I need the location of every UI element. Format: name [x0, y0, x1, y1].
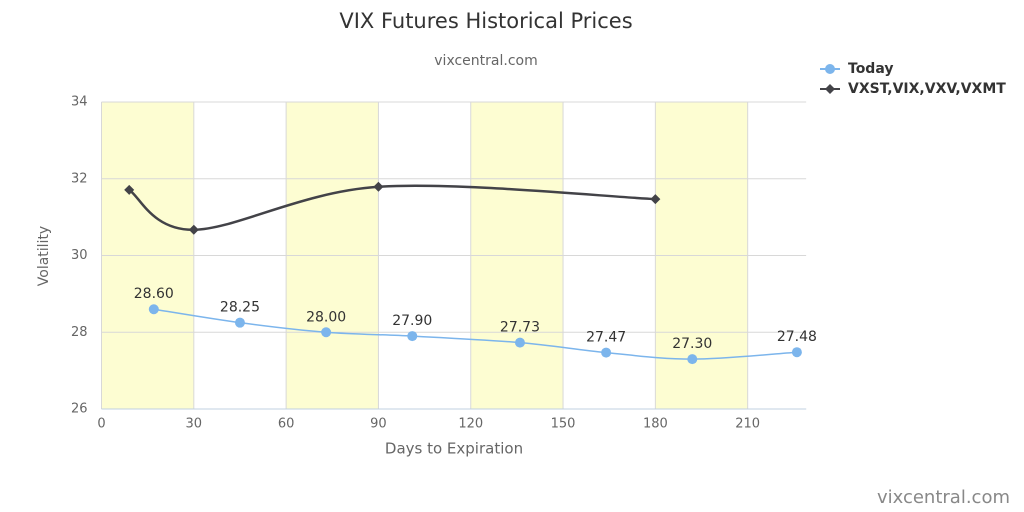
legend-marker: [825, 64, 835, 74]
y-tick-label: 32: [71, 171, 88, 186]
data-label: 28.60: [134, 286, 174, 302]
point: [148, 304, 159, 315]
y-tick-label: 28: [71, 325, 88, 340]
data-label: 27.48: [777, 329, 817, 345]
point: [407, 331, 418, 342]
legend-label: Today: [848, 61, 893, 77]
x-tick-label: 90: [370, 417, 387, 432]
data-label: 27.90: [392, 313, 432, 329]
y-axis-title: Volatility: [36, 226, 52, 286]
legend-label: VXST,VIX,VXV,VXMT: [848, 81, 1006, 97]
chart-title: VIX Futures Historical Prices: [339, 9, 632, 33]
x-tick-label: 60: [278, 417, 295, 432]
x-tick-label: 0: [97, 417, 105, 432]
legend-marker: [825, 84, 835, 94]
y-tick-label: 30: [71, 248, 88, 263]
point: [601, 347, 612, 358]
data-label: 28.25: [220, 300, 260, 316]
data-label: 28.00: [306, 309, 346, 325]
x-tick-label: 150: [551, 417, 576, 432]
credits: vixcentral.com: [877, 487, 1010, 508]
series-line: [128, 184, 656, 232]
data-label: 27.73: [500, 320, 540, 336]
point: [791, 347, 802, 358]
y-tick-label: 34: [71, 95, 88, 110]
point: [650, 194, 661, 205]
x-tick-label: 120: [458, 417, 483, 432]
point: [687, 354, 698, 365]
x-axis-title: Days to Expiration: [385, 440, 523, 458]
data-label: 27.30: [672, 336, 712, 352]
x-tick-label: 210: [735, 417, 760, 432]
point: [124, 184, 135, 195]
point: [234, 317, 245, 328]
point: [188, 224, 199, 235]
x-tick-label: 30: [186, 417, 203, 432]
chart-subtitle: vixcentral.com: [434, 53, 537, 69]
point: [514, 337, 525, 348]
x-tick-label: 180: [643, 417, 668, 432]
y-tick-label: 26: [71, 402, 88, 417]
data-label: 27.47: [586, 330, 626, 346]
point: [373, 181, 384, 192]
point: [321, 327, 332, 338]
